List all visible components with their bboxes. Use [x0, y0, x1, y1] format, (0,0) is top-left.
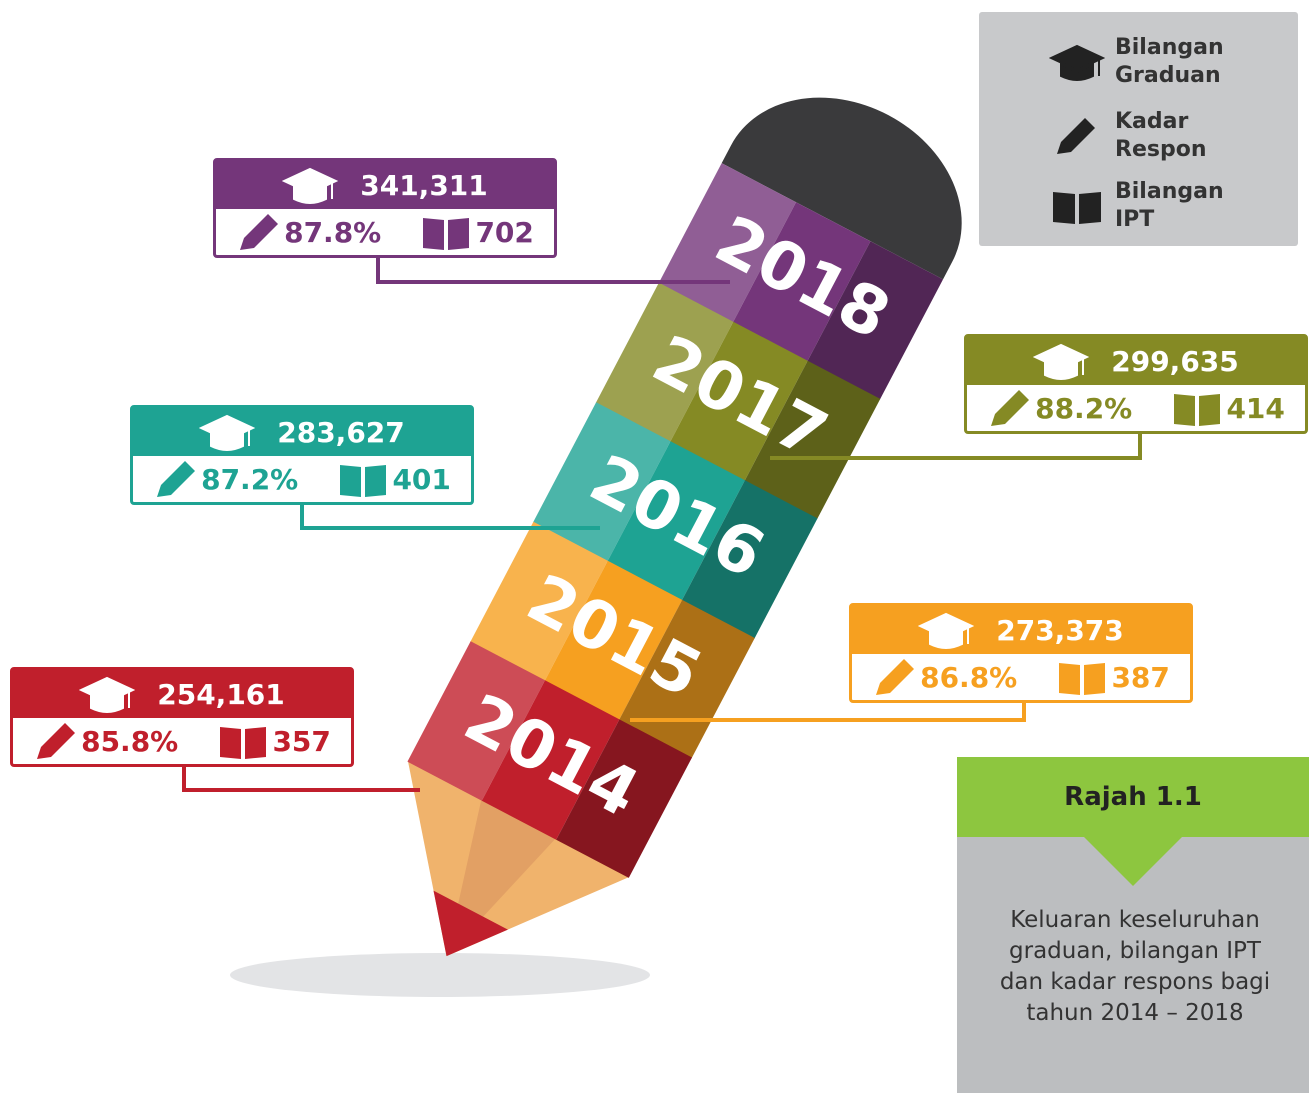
- rate: 87.2%: [153, 459, 298, 499]
- icon: [1057, 657, 1107, 697]
- response-rate: 87.2%: [201, 463, 298, 496]
- icon: [199, 412, 255, 452]
- caption-title: Rajah 1.1: [957, 757, 1309, 837]
- graduates: 254,161: [157, 678, 285, 711]
- box-header: 283,627: [133, 408, 471, 456]
- icon: [1172, 388, 1222, 428]
- icon: [79, 674, 135, 714]
- graduates: 299,635: [1111, 345, 1239, 378]
- icon: [153, 459, 197, 499]
- icon: [918, 610, 974, 650]
- icon: [1033, 341, 1089, 381]
- institutions: 357: [272, 725, 330, 758]
- box-row: 87.2% 401: [133, 456, 471, 502]
- box-row: 87.8% 702: [216, 209, 554, 255]
- institutions: 401: [392, 463, 450, 496]
- box-header: 273,373: [852, 606, 1190, 654]
- rate: 85.8%: [33, 721, 178, 761]
- box-header: 254,161: [13, 670, 351, 718]
- box-row: 86.8% 387: [852, 654, 1190, 700]
- ipt: 414: [1172, 388, 1284, 428]
- legend-label: Kadar Respon: [1115, 108, 1235, 164]
- icon: [282, 165, 338, 205]
- graduates: 341,311: [360, 169, 488, 202]
- icon: [236, 212, 280, 252]
- info-box: 341,311 87.8% 702: [213, 158, 557, 258]
- legend-item: Bilangan Graduan: [1049, 34, 1235, 90]
- shadow: [230, 953, 650, 997]
- graduates: 283,627: [277, 416, 405, 449]
- rate: 88.2%: [987, 388, 1132, 428]
- legend: Bilangan Graduan Kadar Respon Bilangan I…: [979, 12, 1298, 246]
- response-rate: 85.8%: [81, 725, 178, 758]
- icon: [421, 212, 471, 252]
- rate: 87.8%: [236, 212, 381, 252]
- legend-label: Bilangan Graduan: [1115, 34, 1235, 90]
- box-row: 85.8% 357: [13, 718, 351, 764]
- legend-item: Bilangan IPT: [1049, 178, 1235, 234]
- legend-item: Kadar Respon: [1049, 108, 1235, 164]
- icon: [33, 721, 77, 761]
- box-header: 341,311: [216, 161, 554, 209]
- ipt: 702: [421, 212, 533, 252]
- info-box: 283,627 87.2% 401: [130, 405, 474, 505]
- infographic: 20182017201620152014 Bilangan Graduan Ka…: [0, 0, 1309, 1093]
- response-rate: 87.8%: [284, 216, 381, 249]
- icon: [872, 657, 916, 697]
- box-row: 88.2% 414: [967, 385, 1305, 431]
- connector: [184, 767, 420, 790]
- icon: [987, 388, 1031, 428]
- box-header: 299,635: [967, 337, 1305, 385]
- icon: [338, 459, 388, 499]
- response-rate: 86.8%: [920, 661, 1017, 694]
- info-box: 273,373 86.8% 387: [849, 603, 1193, 703]
- icon: [218, 721, 268, 761]
- institutions: 414: [1226, 392, 1284, 425]
- graduates: 273,373: [996, 614, 1124, 647]
- caption-text: Keluaran keseluruhan graduan, bilangan I…: [985, 905, 1285, 1029]
- institutions: 702: [475, 216, 533, 249]
- ipt: 387: [1057, 657, 1169, 697]
- legend-label: Bilangan IPT: [1115, 178, 1235, 234]
- ipt: 357: [218, 721, 330, 761]
- ipt: 401: [338, 459, 450, 499]
- info-box: 254,161 85.8% 357: [10, 667, 354, 767]
- rate: 86.8%: [872, 657, 1017, 697]
- institutions: 387: [1111, 661, 1169, 694]
- response-rate: 88.2%: [1035, 392, 1132, 425]
- info-box: 299,635 88.2% 414: [964, 334, 1308, 434]
